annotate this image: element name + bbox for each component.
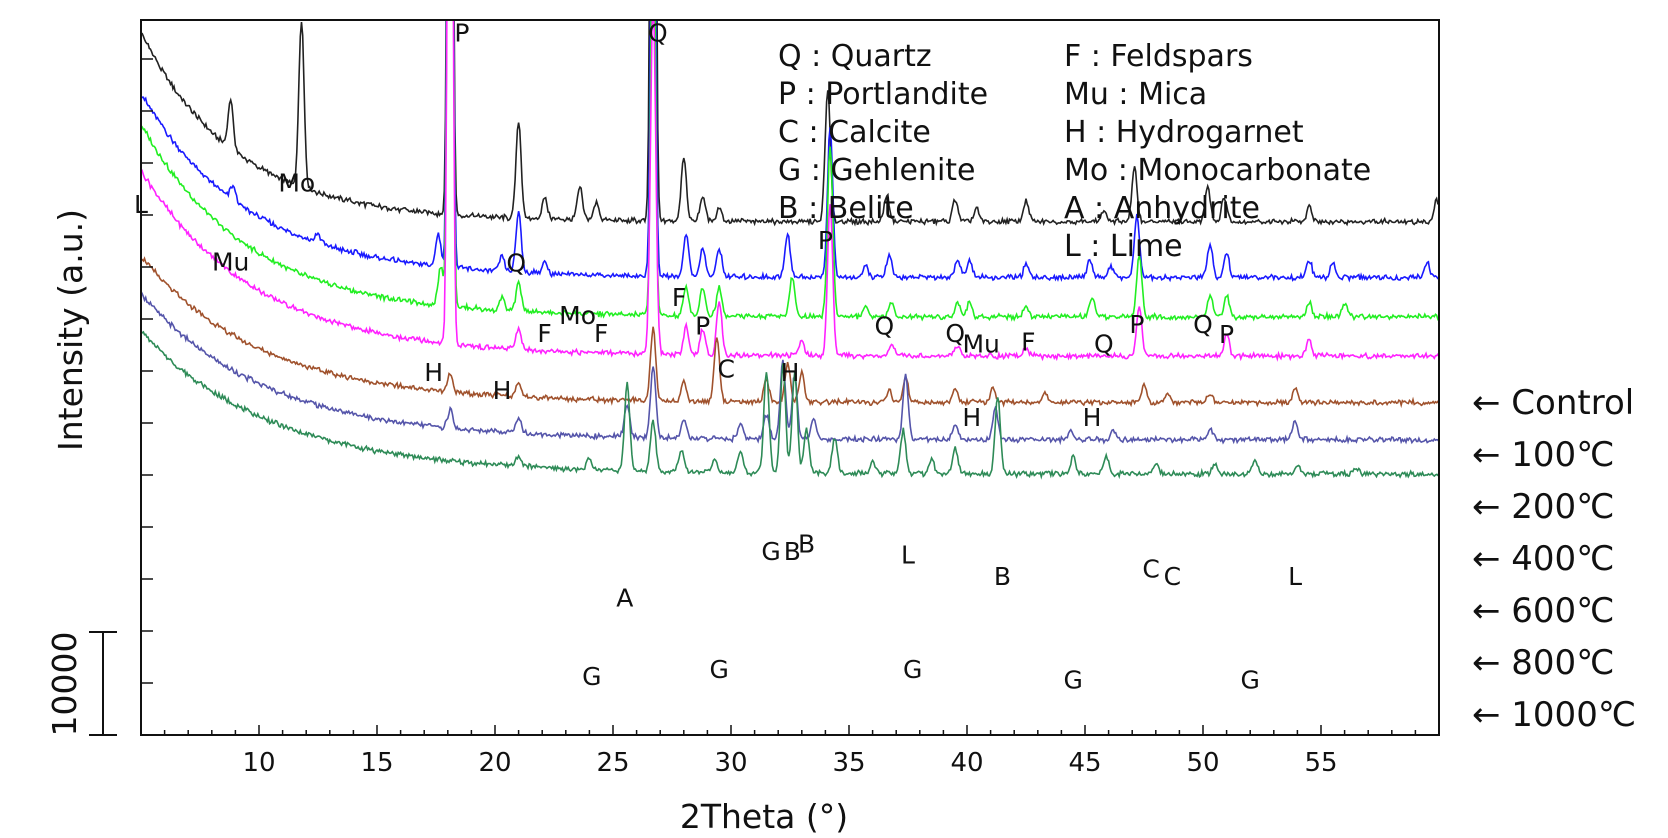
x-tick-label: 25 [596,748,629,778]
peak-label: F [672,283,686,312]
series-line-3 [141,20,1439,362]
series-line-6 [141,330,1439,480]
peak-label: P [818,226,833,255]
peak-label: G [582,662,601,691]
series-label: ← 800℃ [1472,643,1614,683]
peak-label: Q [875,312,895,341]
peak-label: B [798,530,815,559]
scale-bar-label: 10000 [45,632,84,737]
peak-label: Q [506,249,526,278]
x-tick-label: 35 [832,748,865,778]
series-line-0 [141,20,1439,227]
peak-label: F [1021,327,1035,356]
peak-label: Q [945,319,965,348]
peak-label: A [616,583,633,612]
series-label: ← 400℃ [1472,539,1614,579]
peak-label: L [901,540,915,569]
legend-entry: A : Anhydrite [1064,191,1260,226]
legend-entry: F : Feldspars [1064,39,1253,74]
legend-entry: H : Hydrogarnet [1064,115,1304,150]
peak-label: Q [1094,329,1114,358]
peak-label: G [710,655,729,684]
peak-label: Mo [278,169,315,198]
peak-label: H [962,403,981,432]
peak-label: C [718,355,735,384]
x-tick-label: 15 [360,748,393,778]
peak-label: Mu [212,247,249,276]
peak-label: H [781,358,800,387]
peak-label: Mu [962,329,999,358]
peak-label: C [1164,562,1181,591]
peak-label: P [454,18,469,47]
legend-entry: C : Calcite [778,115,931,150]
series-label: ← 600℃ [1472,591,1614,631]
peak-label: B [784,537,801,566]
peak-label: G [1064,666,1083,695]
y-axis-title: Intensity (a.u.) [51,209,90,451]
series-label: ← 100℃ [1472,435,1614,475]
plot-frame [140,19,1440,736]
peak-label: P [695,312,710,341]
x-tick-label: 10 [242,748,275,778]
peak-label: P [1129,310,1144,339]
legend-entry: Mu : Mica [1064,77,1207,112]
peak-label: G [761,537,780,566]
legend-entry: G : Gehlenite [778,153,976,188]
x-axis-title: 2Theta (°) [680,797,848,836]
series-label: ← 1000℃ [1472,695,1636,735]
peak-label: G [1241,666,1260,695]
series-labels-group: ← Control ← 100℃ ← 200℃ ← 400℃ ← 600℃ ← 800℃ ←… [1472,383,1636,735]
scale-bar: 10000 [45,631,117,737]
x-tick-label: 55 [1304,748,1337,778]
peak-label: P [1219,320,1234,349]
x-tick-label: 30 [714,748,747,778]
legend-entry: L : Lime [1064,229,1183,264]
legend-entry: Mo : Monocarbonate [1064,153,1371,188]
peak-label: H [424,358,443,387]
x-tick-label: 50 [1186,748,1219,778]
peak-label: H [1083,403,1102,432]
peak-label: G [903,655,922,684]
peak-label: Q [1193,310,1213,339]
series-label: ← 200℃ [1472,487,1614,527]
peak-label: Mo [559,301,596,330]
peak-label: F [594,319,608,348]
legend-entry: Q : Quartz [778,39,932,74]
series-line-2 [141,20,1439,322]
peak-label: Q [648,18,668,47]
series-label: ← Control [1472,383,1634,423]
legend-entry: B : Belite [778,191,914,226]
x-tick-label: 40 [950,748,983,778]
x-tick-label: 45 [1068,748,1101,778]
peak-label: H [493,376,512,405]
x-tick-label: 20 [478,748,511,778]
x-axis-ticks: 10 15 20 25 30 35 40 45 50 55 [163,725,1417,778]
legend-entry: P : Portlandite [778,77,988,112]
y-axis-ticks [141,58,153,684]
peak-label: C [1142,555,1159,584]
peak-label: B [994,562,1011,591]
series-line-5 [141,290,1439,446]
series-line-1 [141,20,1439,283]
series-line-4 [141,256,1439,409]
peak-label: F [537,319,551,348]
plot-series-group [141,20,1439,480]
peak-label: L [1288,562,1302,591]
